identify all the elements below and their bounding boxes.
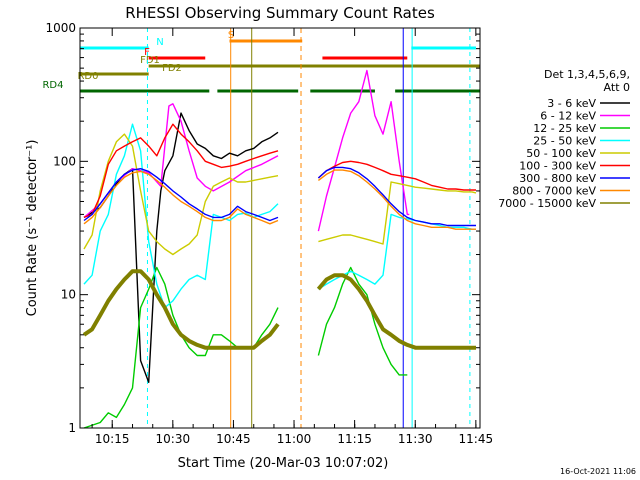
x-tick-label: 10:15	[95, 432, 130, 446]
y-tick-label: 1	[68, 421, 76, 435]
footer-date: 16-Oct-2021 11:06	[560, 467, 636, 476]
legend-label-8: 7000 - 15000 keV	[498, 197, 596, 210]
legend-label-7: 800 - 7000 keV	[512, 185, 596, 198]
x-tick-label: 11:45	[459, 432, 494, 446]
legend-label-2: 12 - 25 keV	[533, 122, 596, 135]
state-bar-label: RD0	[77, 71, 98, 82]
state-bar-label: N	[156, 37, 163, 48]
legend-label-3: 25 - 50 keV	[533, 135, 596, 148]
legend-label-0: 3 - 6 keV	[547, 97, 596, 110]
series-line-5	[83, 123, 476, 219]
legend-header-line-1: Det 1,3,4,5,6,9,	[544, 68, 630, 81]
y-tick-label: 1000	[45, 21, 76, 35]
x-tick-label: 11:00	[277, 432, 312, 446]
x-tick-label: 10:30	[156, 432, 191, 446]
x-tick-label: 11:15	[337, 432, 372, 446]
legend-label-5: 100 - 300 keV	[519, 160, 596, 173]
state-bar-fd1: FD1	[140, 55, 480, 68]
series-line-7	[83, 169, 476, 230]
state-bar-label: FD2	[162, 63, 182, 74]
series-line-6	[83, 166, 476, 227]
plot-frame	[79, 27, 481, 429]
state-bar-label: FD1	[140, 55, 160, 66]
y-tick-label: 10	[61, 288, 76, 302]
legend-label-6: 300 - 800 keV	[519, 172, 596, 185]
chart-title: RHESSI Observing Summary Count Rates	[125, 4, 435, 22]
series-line-3	[83, 123, 476, 309]
y-tick-label: 100	[53, 154, 76, 168]
series-line-8	[82, 269, 476, 350]
state-bar-fd2: FD2	[80, 63, 182, 76]
legend-label-1: 6 - 12 keV	[540, 110, 596, 123]
legend-header-line-2: Att 0	[604, 81, 630, 94]
state-bar-label: RD4	[42, 80, 63, 91]
x-axis-label: Start Time (20-Mar-03 10:07:02)	[178, 456, 389, 471]
x-tick-label: 11:30	[398, 432, 433, 446]
series-line-4	[83, 133, 477, 256]
state-bar-n: N	[80, 37, 476, 50]
axes-layer: 10:15 10:30 10:45 11:00 11:15 11:30 11:45 1 10 10…	[45, 21, 493, 446]
state-bar-rd0: RD0	[77, 71, 98, 82]
x-tick-label: 10:45	[216, 432, 251, 446]
plot-layer: NFFD1FD2RD0RD4S	[42, 28, 480, 429]
legend-label-4: 50 - 100 keV	[526, 147, 596, 160]
y-axis-label: Count Rate (s⁻¹ detector⁻¹)	[25, 140, 40, 317]
